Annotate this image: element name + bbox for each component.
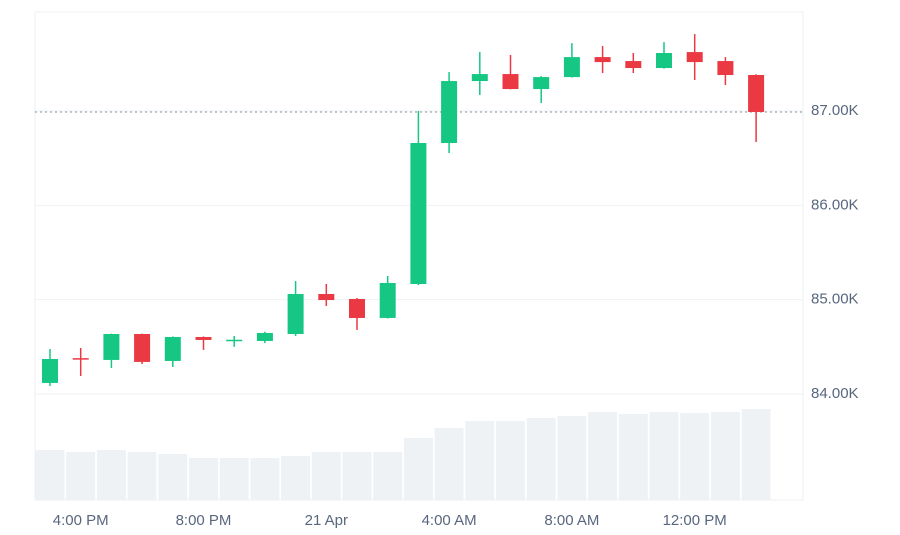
candle-body [134,334,151,362]
volume-bar [557,416,587,500]
candle-body [686,52,703,63]
candle-body [349,299,365,318]
candle-body [42,358,58,383]
volume-bar [618,414,648,500]
candle-body [717,61,734,76]
y-tick-label: 85.00K [811,291,859,308]
candle-body [379,282,396,318]
candle-body [287,294,304,335]
candle-body [563,57,580,78]
volume-bar [496,421,525,500]
y-tick-label: 87.00K [811,102,859,119]
candle-body [471,74,488,82]
candle-body [410,143,427,285]
volume-bar [741,409,771,500]
candle-body [256,332,273,341]
x-tick-label: 4:00 AM [422,512,477,529]
volume-bar [96,450,126,500]
volume-bar [127,452,157,500]
candle-body [502,74,519,90]
volume-bar [649,412,679,500]
volume-bar [373,452,403,500]
volume-bar [281,456,311,500]
candle-body [625,61,642,69]
volume-bar [158,454,188,500]
candle-body [594,57,611,63]
volume-bar [342,452,372,500]
volume-bar [66,452,96,500]
volume-bar [680,413,710,500]
candle-body [656,53,672,69]
volume-bar [465,421,495,500]
candle-body [103,334,120,360]
candle-body [441,81,458,144]
volume-bar [219,458,249,500]
candle-body [533,77,550,90]
volume-bar [434,428,464,500]
x-tick-label: 8:00 PM [176,512,232,529]
volume-bar [311,452,341,500]
volume-bar [35,450,65,500]
candle-body [748,75,765,112]
y-tick-label: 86.00K [811,196,859,213]
volume-bar [403,438,433,500]
candle-body [164,337,181,361]
volume-bar [710,412,740,500]
volume-bar [250,458,280,500]
candle-body [72,358,89,360]
x-tick-label: 8:00 AM [544,512,599,529]
volume-bar [588,412,618,500]
x-tick-label: 4:00 PM [53,512,109,529]
y-tick-label: 84.00K [811,385,859,402]
candle-body [195,337,212,340]
volume-bar [189,458,218,500]
candle-body [226,339,243,342]
candle-body [318,294,335,301]
volume-bar [526,418,556,500]
x-tick-label: 21 Apr [305,512,348,529]
x-tick-label: 12:00 PM [663,512,727,529]
